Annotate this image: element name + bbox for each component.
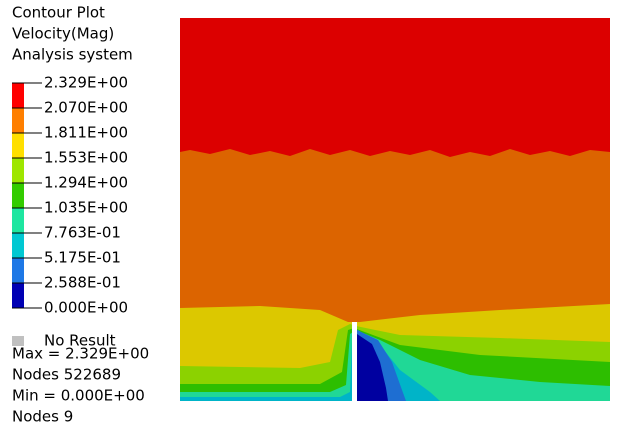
stat: Max = 2.329E+00 <box>12 345 149 363</box>
legend-label: 1.294E+00 <box>44 174 128 192</box>
band <box>180 18 610 157</box>
legend-label: 2.588E-01 <box>44 274 121 292</box>
contour-field <box>180 18 610 401</box>
legend-label: 7.763E-01 <box>44 224 121 242</box>
legend-label: 2.070E+00 <box>44 99 128 117</box>
no-result-swatch <box>12 336 24 346</box>
stat: Nodes 522689 <box>12 366 121 384</box>
slot <box>352 322 357 401</box>
legend-swatch <box>12 158 24 183</box>
legend-title: Contour Plot <box>12 4 105 22</box>
legend-swatch <box>12 133 24 158</box>
legend-label: 2.329E+00 <box>44 74 128 92</box>
legend-swatch <box>12 108 24 133</box>
legend: 2.329E+00 2.070E+00 1.811E+00 1.553E+00 1.29… <box>12 74 128 350</box>
stat: Nodes 9 <box>12 408 73 426</box>
legend-label: 5.175E-01 <box>44 249 121 267</box>
legend-swatch <box>12 233 24 258</box>
legend-title: Analysis system <box>12 46 133 64</box>
legend-swatch <box>12 258 24 283</box>
legend-title: Velocity(Mag) <box>12 25 114 43</box>
legend-label: 1.553E+00 <box>44 149 128 167</box>
legend-swatch <box>12 208 24 233</box>
legend-label: 1.811E+00 <box>44 124 128 142</box>
legend-swatch <box>12 283 24 308</box>
stat: Min = 0.000E+00 <box>12 387 145 405</box>
legend-label: 0.000E+00 <box>44 299 128 317</box>
legend-swatch <box>12 183 24 208</box>
band <box>357 334 388 401</box>
legend-label: 1.035E+00 <box>44 199 128 217</box>
legend-swatch <box>12 83 24 108</box>
no-result-label: No Result <box>44 332 116 350</box>
